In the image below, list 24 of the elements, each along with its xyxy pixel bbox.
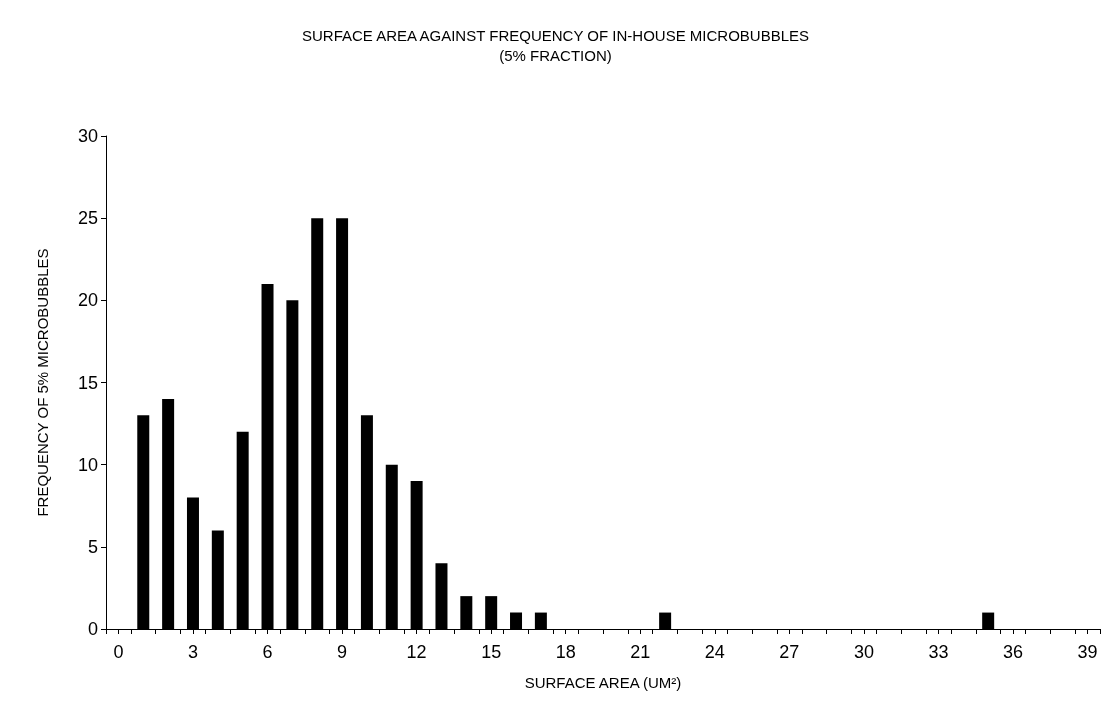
y-tick-label: 0 [87,619,98,639]
y-tick-label: 15 [77,372,98,393]
x-tick-label: 21 [630,642,651,662]
x-tick-label: 39 [1077,642,1098,662]
y-tick-label: 25 [77,208,98,229]
x-tick-label: 24 [704,642,725,662]
y-tick-label: 5 [87,536,98,557]
x-tick-label: 6 [262,642,273,662]
y-axis-title: FREQUENCY OF 5% MICROBUBBLES [34,248,51,517]
x-tick-label: 30 [853,642,874,662]
chart-title: SURFACE AREA AGAINST FREQUENCY OF IN-HOUSE MICROBUBBLES (5% FRACTION) [301,26,810,64]
x-tick-label: 3 [187,642,198,662]
y-tick-label: 20 [77,290,98,311]
y-tick-label: 30 [77,126,98,146]
x-tick-label: 15 [481,642,502,662]
x-tick-label: 9 [337,642,348,662]
x-tick-label: 27 [779,642,800,662]
x-tick-label: 33 [928,642,949,662]
x-tick-label: 18 [555,642,576,662]
y-tick-label: 10 [77,454,98,475]
x-tick-label: 12 [406,642,427,662]
x-tick-label: 0 [113,642,124,662]
x-axis-title: SURFACE AREA (UM²) [524,674,682,691]
x-tick-label: 36 [1003,642,1024,662]
